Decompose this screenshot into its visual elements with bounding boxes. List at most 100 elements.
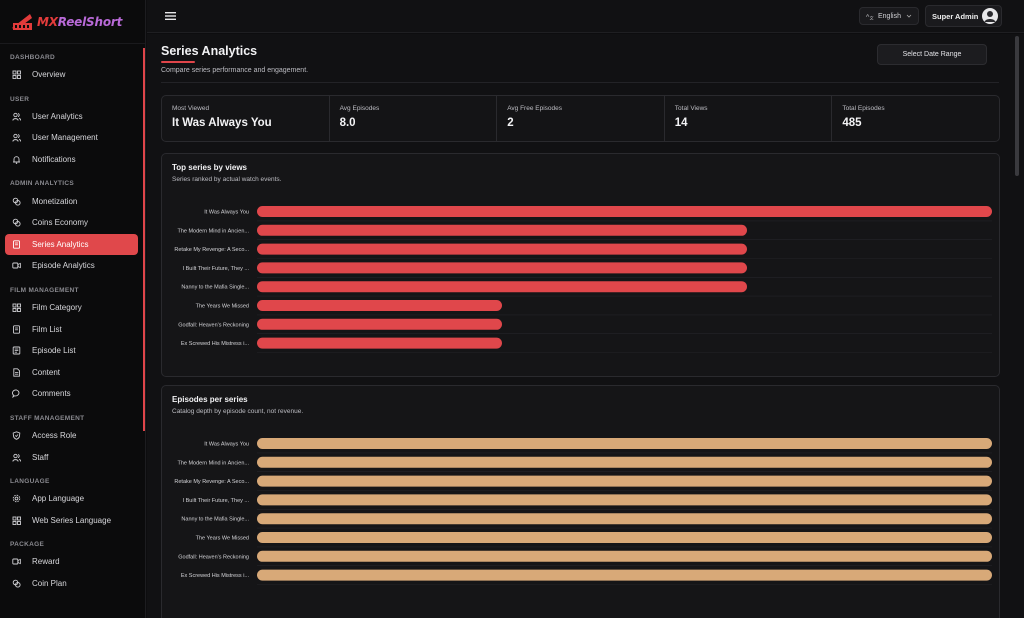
sidebar-section-staff-management: STAFF MANAGEMENT [10,414,85,422]
sidebar-item-notifications[interactable]: Notifications [0,149,145,171]
sidebar-item-coin-plan[interactable]: Coin Plan [0,573,145,595]
category-label: I Built Their Future, They ... [183,498,250,504]
shield-icon [12,431,21,440]
stat-value: 8.0 [339,117,356,129]
bar[interactable] [257,456,992,468]
sidebar-item-overview[interactable]: Overview [0,64,145,86]
translate-icon: A 文 [866,13,874,20]
category-label: Godfall: Heaven's Reckoning [178,322,249,328]
sidebar-item-label: Comments [32,389,71,399]
chart-subtitle: Catalog depth by episode count, not reve… [172,408,304,415]
grid-icon [12,70,21,80]
bar[interactable] [257,550,992,562]
sidebar-item-user-management[interactable]: User Management [0,127,145,149]
sidebar-item-staff[interactable]: Staff [0,446,145,468]
gear-icon [12,494,21,503]
select-date-range-button[interactable]: Select Date Range [877,44,987,65]
sidebar-item-access-role[interactable]: Access Role [0,425,145,447]
stat-total-views: Total Views 14 [665,96,833,141]
page-subtitle: Compare series performance and engagemen… [161,67,309,74]
sidebar-item-film-list[interactable]: Film List [0,318,145,340]
sidebar-item-label: Episode Analytics [32,261,95,271]
sidebar-section-package: PACKAGE [10,541,45,549]
video-icon [12,557,21,566]
sidebar-item-episode-list[interactable]: Episode List [0,340,145,362]
topbar: A 文 English Super Admin [147,0,1024,33]
list-icon [12,346,21,355]
language-label: English [878,12,901,20]
sidebar-item-film-category[interactable]: Film Category [0,297,145,319]
bell-icon [12,155,21,165]
sidebar-item-label: Content [32,367,61,377]
category-label: The Modern Mind in Ancien... [177,228,249,234]
bar[interactable] [257,281,747,293]
grid-icon [12,303,21,312]
main-scrollbar[interactable] [1013,34,1024,618]
sidebar-item-web-series-language[interactable]: Web Series Language [0,510,145,532]
coins-icon [12,197,21,206]
bar[interactable] [257,318,502,330]
bar[interactable] [257,475,992,487]
bar[interactable] [257,337,502,349]
category-label: Nanny to the Mafia Single... [181,285,249,291]
bar[interactable] [257,513,992,525]
sidebar-item-label: Access Role [32,431,77,441]
language-selector[interactable]: A 文 English [859,7,919,25]
bar[interactable] [257,224,747,236]
category-label: It Was Always You [204,210,249,216]
svg-text:A: A [866,13,870,19]
brand-name: MXReelShort [37,15,122,29]
category-label: Nanny to the Mafia Single... [181,517,249,523]
sidebar-item-app-language[interactable]: App Language [0,488,145,510]
category-label: Retake My Revenge: A Seco... [174,247,249,253]
main-content: Series Analytics Compare series performa… [147,34,1013,618]
sidebar-section-language: LANGUAGE [10,477,50,485]
sidebar-item-label: Episode List [32,346,76,356]
sidebar-item-label: Film List [32,324,62,334]
bar[interactable] [257,300,502,311]
sidebar-section-film-management: FILM MANAGEMENT [10,286,79,294]
bar[interactable] [257,569,992,581]
bar[interactable] [257,262,747,274]
sidebar-item-reward[interactable]: Reward [0,551,145,573]
sidebar-item-comments[interactable]: Comments [0,383,145,405]
bar[interactable] [257,532,992,543]
user-avatar-icon [984,11,996,22]
sidebar-item-content[interactable]: Content [0,362,145,384]
bar[interactable] [257,243,747,255]
sidebar-item-label: Overview [32,70,66,80]
brand-logo[interactable]: MXReelShort [0,0,145,44]
svg-text:文: 文 [870,15,874,20]
title-underline [161,61,195,63]
sidebar-item-label: App Language [32,494,85,504]
bar[interactable] [257,494,992,506]
sidebar-section-user: USER [10,95,30,103]
category-label: The Modern Mind in Ancien... [177,460,249,466]
bar[interactable] [257,438,992,449]
user-menu[interactable]: Super Admin [925,5,1002,27]
header-divider [161,82,999,83]
sidebar-scroll-indicator [143,48,145,431]
summary-stats: Most Viewed It Was Always You Avg Episod… [161,95,1000,142]
stat-label: Avg Free Episodes [507,105,562,112]
category-label: It Was Always You [204,442,249,448]
category-label: Ex Screwed His Mistress i... [181,573,250,579]
sidebar-item-episode-analytics[interactable]: Episode Analytics [0,255,145,277]
sidebar-item-series-analytics[interactable]: Series Analytics [5,233,138,256]
hamburger-menu-icon[interactable] [165,11,176,21]
views-chart-card: Top series by views Series ranked by act… [161,153,1000,377]
sidebar-item-label: Monetization [32,196,78,206]
stat-label: Most Viewed [172,105,210,112]
sidebar-item-coins-economy[interactable]: Coins Economy [0,212,145,234]
sidebar-item-monetization[interactable]: Monetization [0,190,145,212]
sidebar-section-admin-analytics: ADMIN ANALYTICS [10,180,74,188]
main-scrollbar-thumb[interactable] [1015,36,1019,176]
stat-avg-free-episodes: Avg Free Episodes 2 [497,96,665,141]
stat-label: Avg Episodes [339,105,380,112]
views-bar-chart: It Was Always You The Modern Mind in Anci… [174,206,992,353]
bar[interactable] [257,206,992,217]
sidebar: MXReelShort DASHBOARD Overview USER User An… [0,0,146,618]
sidebar-item-user-analytics[interactable]: User Analytics [0,106,145,128]
sidebar-section-dashboard: DASHBOARD [10,54,55,61]
chevron-down-icon [906,14,912,18]
